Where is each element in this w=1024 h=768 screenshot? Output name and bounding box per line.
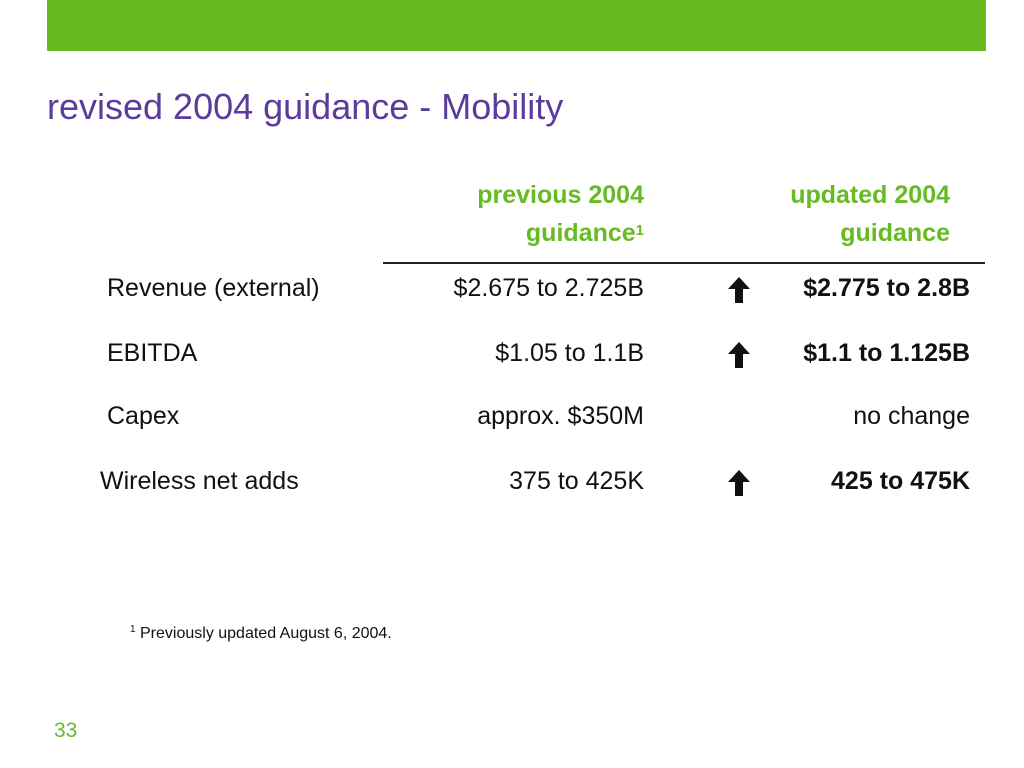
row-previous-capex: approx. $350M bbox=[477, 402, 644, 430]
row-label-capex: Capex bbox=[107, 402, 180, 430]
row-updated-ebitda: $1.1 to 1.125B bbox=[803, 339, 970, 367]
header-accent-bar bbox=[47, 0, 986, 51]
column-header-updated-line2: guidance bbox=[840, 219, 950, 247]
page-number: 33 bbox=[54, 719, 78, 742]
up-arrow-icon bbox=[728, 470, 750, 496]
footnote: 1 Previously updated August 6, 2004. bbox=[130, 624, 392, 643]
row-previous-wireless-net-adds: 375 to 425K bbox=[509, 467, 644, 495]
column-header-previous: previous 2004 guidance1 bbox=[384, 176, 644, 252]
row-updated-capex: no change bbox=[853, 402, 970, 430]
row-label-wireless-net-adds: Wireless net adds bbox=[100, 467, 299, 495]
up-arrow-icon bbox=[728, 277, 750, 303]
header-divider bbox=[383, 262, 985, 264]
footnote-mark: 1 bbox=[130, 624, 136, 635]
column-header-previous-line2: guidance1 bbox=[525, 219, 644, 247]
row-previous-ebitda: $1.05 to 1.1B bbox=[495, 339, 644, 367]
column-header-updated: updated 2004 guidance bbox=[690, 176, 950, 252]
row-updated-wireless-net-adds: 425 to 475K bbox=[831, 467, 970, 495]
row-updated-revenue: $2.775 to 2.8B bbox=[803, 274, 970, 302]
column-header-previous-line1: previous 2004 bbox=[477, 181, 644, 209]
footnote-mark: 1 bbox=[635, 222, 644, 239]
slide-title: revised 2004 guidance - Mobility bbox=[47, 86, 564, 127]
row-label-ebitda: EBITDA bbox=[107, 339, 198, 367]
column-header-updated-line1: updated 2004 bbox=[790, 181, 950, 209]
row-previous-revenue: $2.675 to 2.725B bbox=[453, 274, 644, 302]
up-arrow-icon bbox=[728, 342, 750, 368]
row-label-revenue: Revenue (external) bbox=[107, 274, 320, 302]
footnote-text: Previously updated August 6, 2004. bbox=[135, 625, 392, 642]
